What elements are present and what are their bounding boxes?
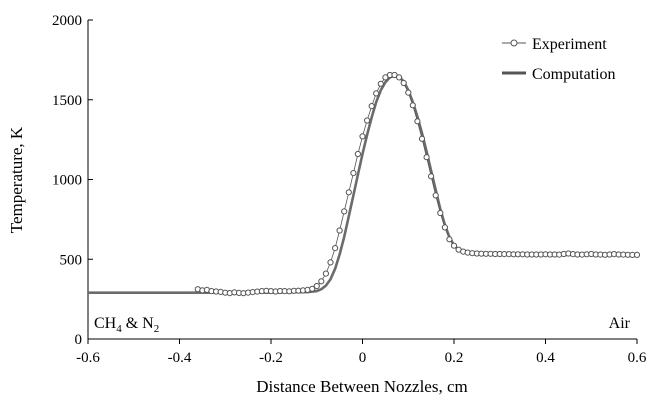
experiment-point bbox=[432, 192, 439, 199]
experiment-point bbox=[400, 79, 407, 87]
experiment-point bbox=[414, 118, 421, 125]
legend-item-experiment: Experiment bbox=[502, 36, 607, 53]
plot-area: 0 500 1000 1500 2000 -0.6 -0.4 -0.2 0 0.2 0.4 0.6 bbox=[52, 13, 647, 366]
experiment-line bbox=[197, 74, 637, 294]
experiment-point bbox=[336, 227, 343, 234]
y-tick-label: 1500 bbox=[52, 93, 82, 109]
experiment-point bbox=[437, 209, 444, 217]
experiment-point bbox=[359, 133, 366, 140]
annotation-fuel-sub2: 2 bbox=[154, 323, 160, 335]
experiment-point bbox=[396, 74, 403, 81]
experiment-point bbox=[409, 102, 416, 109]
x-tick-label: 0.2 bbox=[445, 350, 464, 366]
experiment-point bbox=[633, 251, 641, 258]
y-tick-label: 0 bbox=[75, 332, 83, 348]
annotation-fuel-ch: CH bbox=[94, 315, 117, 332]
experiment-point bbox=[332, 245, 339, 252]
x-axis-title: Distance Between Nozzles, cm bbox=[256, 377, 467, 396]
x-tick-label: -0.6 bbox=[76, 350, 100, 366]
experiment-point bbox=[428, 173, 435, 180]
experiment-point bbox=[373, 90, 380, 97]
experiment-point bbox=[391, 71, 398, 79]
y-tick-label: 500 bbox=[60, 252, 83, 268]
experiment-point bbox=[418, 135, 426, 142]
experiment-point bbox=[313, 282, 320, 290]
experiment-point bbox=[423, 154, 430, 161]
x-tick-label: -0.2 bbox=[259, 350, 283, 366]
legend-experiment-marker bbox=[510, 39, 518, 47]
legend-computation-label: Computation bbox=[532, 66, 616, 83]
experiment-point bbox=[377, 80, 384, 87]
experiment-point bbox=[322, 270, 329, 277]
annotation-fuel-side: CH4 & N2 bbox=[94, 315, 159, 335]
experiment-point bbox=[446, 236, 453, 243]
experiment-point bbox=[327, 259, 334, 266]
x-tick-label: 0.6 bbox=[628, 350, 647, 366]
experiment-point bbox=[354, 150, 361, 158]
experiment-point bbox=[341, 208, 348, 215]
experiment-point bbox=[364, 117, 371, 124]
y-tick-label: 2000 bbox=[52, 13, 82, 29]
x-tick-label: 0.4 bbox=[536, 350, 555, 366]
annotation-oxidizer-side: Air bbox=[609, 315, 631, 332]
x-tick-label: -0.4 bbox=[168, 350, 192, 366]
x-tick-label: 0 bbox=[359, 350, 367, 366]
experiment-point bbox=[405, 89, 412, 96]
annotation-fuel-sub4: 4 bbox=[116, 323, 122, 335]
experiment-point bbox=[368, 103, 375, 110]
experiment-point bbox=[450, 242, 458, 249]
y-axis-title: Temperature, K bbox=[7, 126, 26, 233]
annotation-fuel-and-n: & N bbox=[122, 315, 154, 332]
y-tick-label: 1000 bbox=[52, 173, 82, 189]
experiment-point bbox=[350, 170, 357, 177]
legend: Experiment Computation bbox=[502, 36, 616, 83]
experiment-point bbox=[309, 285, 316, 292]
computation-line bbox=[88, 74, 637, 295]
experiment-point bbox=[345, 189, 352, 196]
legend-item-computation: Computation bbox=[502, 66, 616, 83]
experiment-point bbox=[441, 224, 448, 231]
experiment-point bbox=[318, 278, 325, 285]
legend-experiment-label: Experiment bbox=[532, 36, 607, 53]
